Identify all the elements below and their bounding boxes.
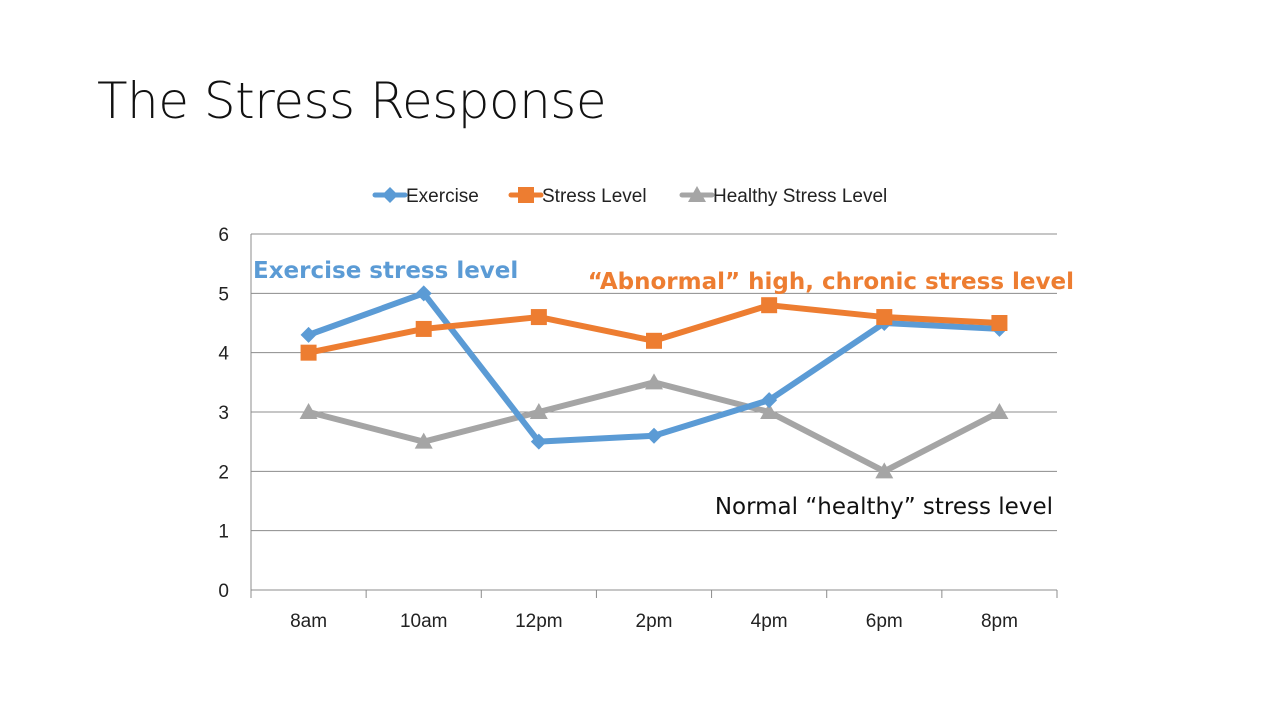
y-tick-labels: 0 1 2 3 4 5 6	[218, 225, 229, 602]
legend: Exercise Stress Level Healthy Stress Level	[372, 186, 887, 207]
annotations: Exercise stress level “Abnormal” high, ch…	[253, 258, 1074, 520]
y-tick-label: 4	[218, 344, 229, 365]
data-point	[645, 373, 663, 390]
data-point	[415, 320, 432, 337]
x-tick-label: 8pm	[981, 611, 1018, 632]
slide-title: The Stress Response	[97, 72, 607, 130]
data-point	[530, 309, 547, 326]
x-tick-label: 4pm	[751, 611, 788, 632]
legend-item: Stress Level	[508, 186, 647, 207]
data-point	[761, 297, 778, 314]
y-tick-label: 0	[218, 581, 229, 602]
series-line	[307, 379, 1001, 475]
annotation-abnormal: “Abnormal” high, chronic stress level	[588, 269, 1074, 295]
series-healthy-stress-level	[299, 373, 1009, 479]
data-point	[990, 403, 1009, 419]
x-tick-label: 12pm	[515, 611, 563, 632]
legend-label: Healthy Stress Level	[713, 186, 887, 207]
series-lines	[299, 285, 1009, 479]
annotation-exercise: Exercise stress level	[253, 258, 518, 284]
series-stress-level	[300, 297, 1008, 361]
legend-item: Exercise	[372, 186, 479, 207]
x-tick-label: 8am	[290, 611, 327, 632]
data-point	[761, 392, 778, 409]
y-tick-label: 6	[218, 225, 229, 246]
data-point	[876, 309, 893, 326]
gridlines	[251, 233, 1057, 532]
annotation-normal: Normal “healthy” stress level	[715, 494, 1053, 520]
data-point	[991, 315, 1008, 331]
legend-item: Healthy Stress Level	[679, 186, 887, 207]
data-point	[530, 433, 547, 450]
y-tick-label: 3	[218, 403, 229, 424]
series-exercise	[300, 285, 1008, 450]
x-tick-label: 6pm	[866, 611, 903, 632]
data-point	[299, 403, 318, 419]
x-tick-label: 2pm	[636, 611, 673, 632]
legend-label: Stress Level	[542, 186, 647, 207]
data-point	[300, 326, 317, 343]
legend-label: Exercise	[406, 186, 479, 207]
x-tick-label: 10am	[400, 611, 448, 632]
legend-square-icon	[518, 187, 534, 203]
data-point	[760, 403, 779, 419]
x-tick-labels: 8am 10am 12pm 2pm 4pm 6pm 8pm	[290, 611, 1018, 632]
data-point	[414, 432, 433, 449]
data-point	[415, 285, 432, 302]
data-point	[646, 427, 662, 444]
y-tick-label: 5	[218, 284, 229, 305]
y-tick-label: 1	[218, 522, 229, 543]
data-point	[875, 462, 894, 479]
y-tick-label: 2	[218, 462, 229, 483]
data-point	[646, 332, 662, 349]
data-point	[300, 344, 317, 361]
legend-triangle-icon	[688, 186, 706, 202]
axes	[250, 234, 1058, 598]
legend-diamond-icon	[382, 187, 398, 203]
data-point	[529, 403, 548, 419]
